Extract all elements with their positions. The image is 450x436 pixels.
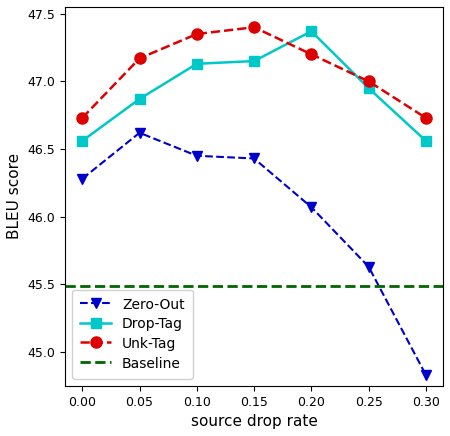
Drop-Tag: [423, 138, 428, 143]
Drop-Tag: [137, 96, 142, 102]
Zero-Out: [252, 156, 257, 161]
Drop-Tag: [366, 85, 371, 91]
Line: Drop-Tag: Drop-Tag: [77, 27, 431, 146]
Unk-Tag: [80, 115, 85, 120]
Unk-Tag: [194, 31, 199, 37]
Zero-Out: [366, 264, 371, 269]
Line: Zero-Out: Zero-Out: [77, 128, 431, 380]
Zero-Out: [137, 130, 142, 136]
Zero-Out: [80, 176, 85, 181]
Drop-Tag: [194, 61, 199, 66]
Legend: Zero-Out, Drop-Tag, Unk-Tag, Baseline: Zero-Out, Drop-Tag, Unk-Tag, Baseline: [72, 290, 193, 379]
Unk-Tag: [366, 79, 371, 84]
Zero-Out: [309, 204, 314, 210]
Unk-Tag: [252, 24, 257, 30]
Line: Unk-Tag: Unk-Tag: [76, 22, 432, 123]
X-axis label: source drop rate: source drop rate: [191, 414, 318, 429]
Unk-Tag: [309, 52, 314, 57]
Drop-Tag: [252, 58, 257, 64]
Zero-Out: [194, 153, 199, 158]
Drop-Tag: [80, 138, 85, 143]
Zero-Out: [423, 372, 428, 378]
Y-axis label: BLEU score: BLEU score: [7, 153, 22, 239]
Drop-Tag: [309, 29, 314, 34]
Unk-Tag: [137, 56, 142, 61]
Unk-Tag: [423, 115, 428, 120]
